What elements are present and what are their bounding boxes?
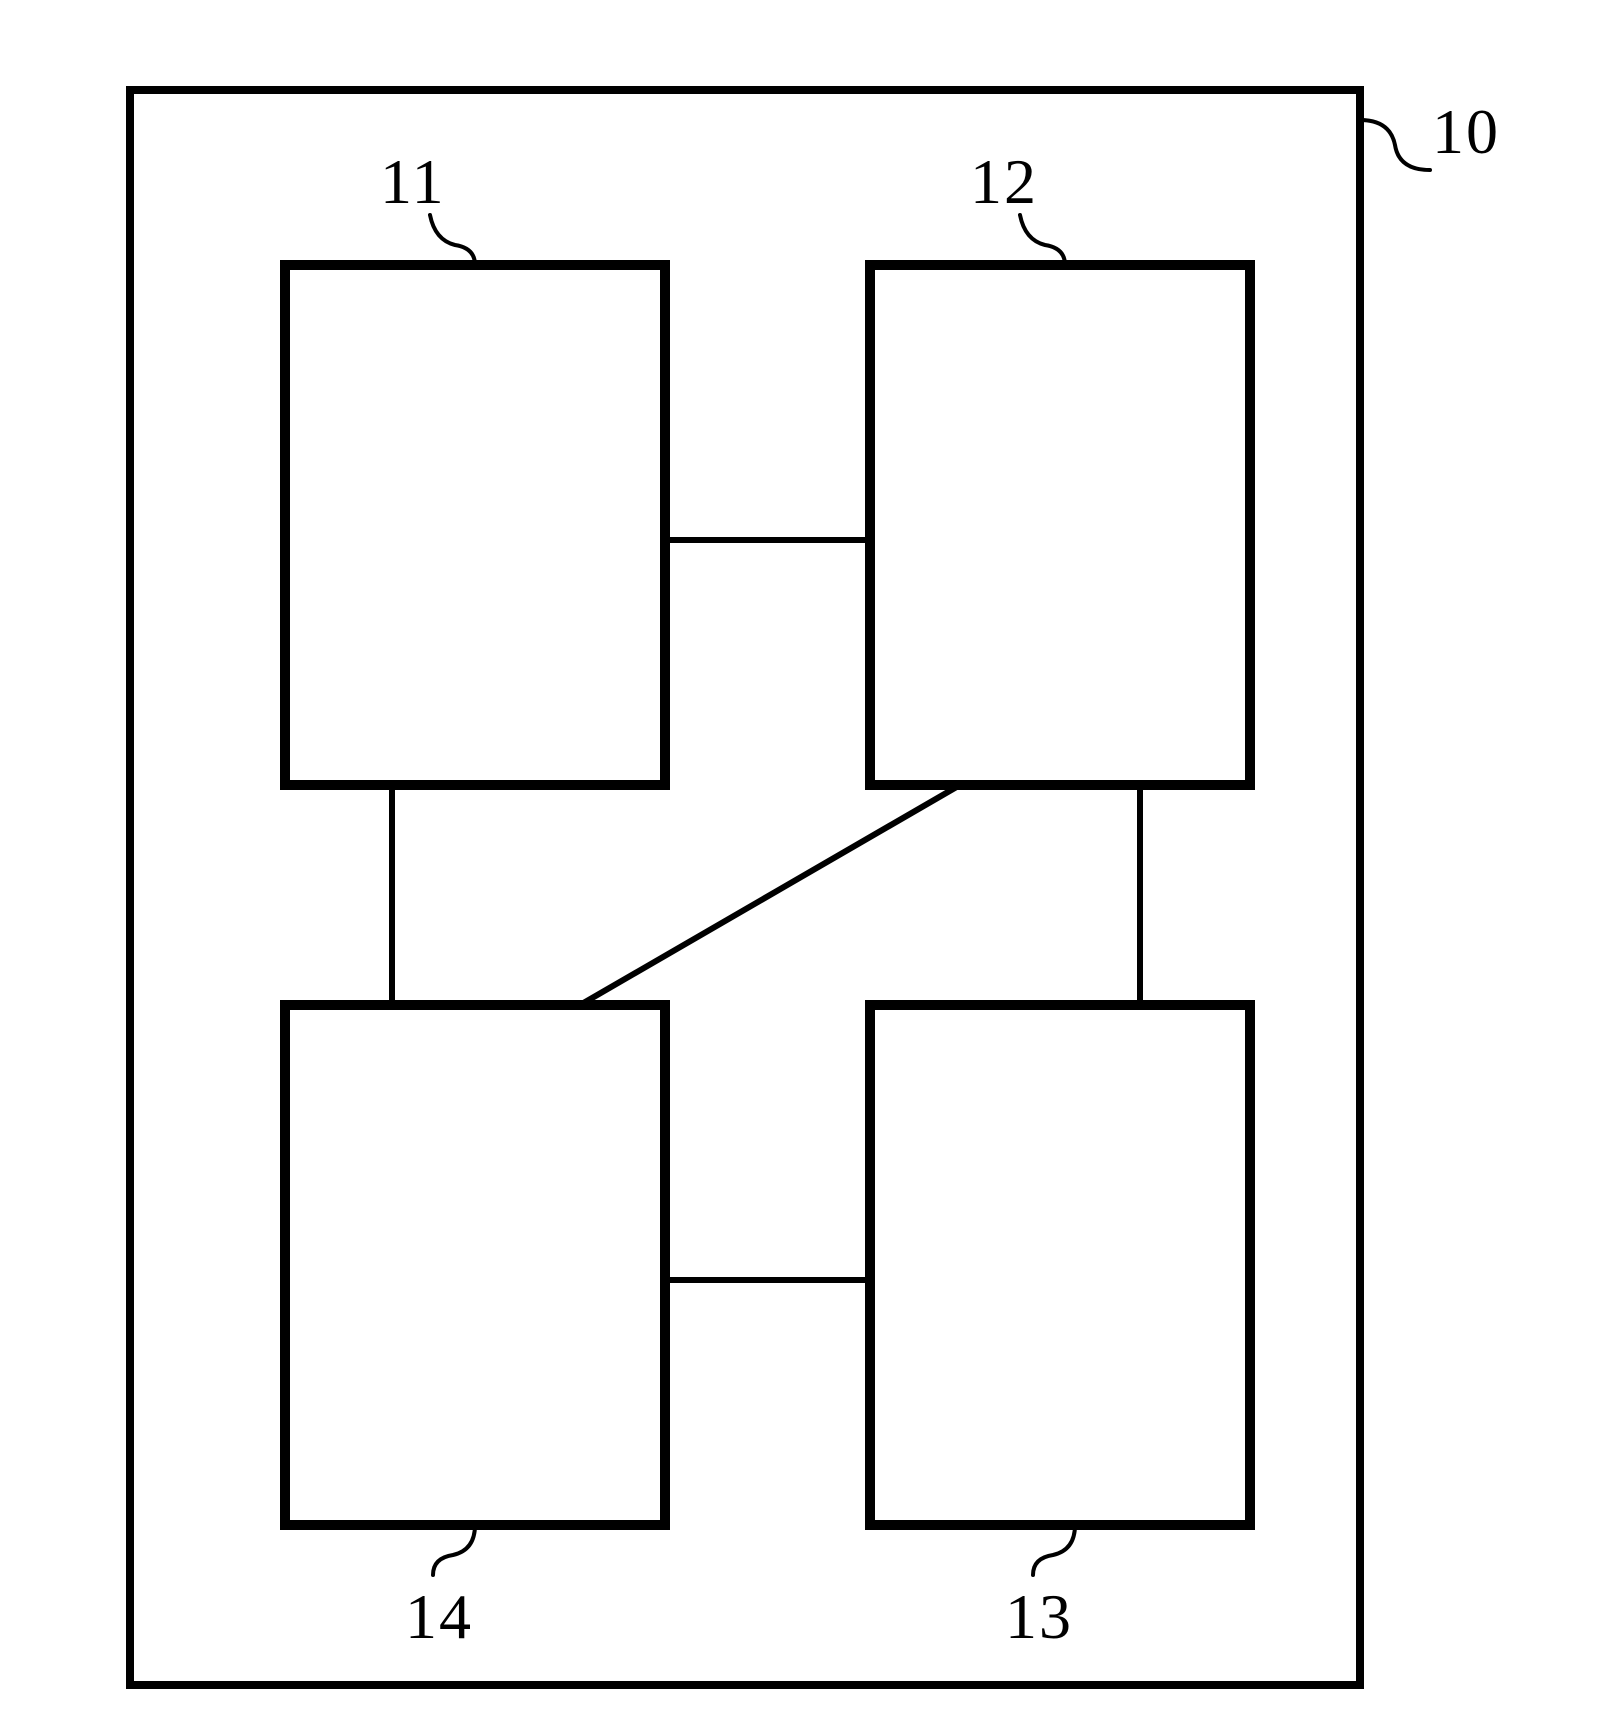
block-b13 [870,1005,1250,1525]
link-b12-b14 [580,785,960,1005]
leader-l14 [433,1525,475,1575]
leader-l12 [1020,215,1065,265]
label-11: 11 [380,145,446,219]
leader-l10 [1360,120,1430,170]
block-b11 [285,265,665,785]
block-b12 [870,265,1250,785]
label-12: 12 [970,145,1038,219]
diagram-stage: 10 11 12 14 13 [0,0,1624,1724]
label-10: 10 [1432,95,1500,169]
label-13: 13 [1005,1580,1073,1654]
leader-l11 [430,215,475,265]
label-14: 14 [405,1580,473,1654]
leader-l13 [1033,1525,1075,1575]
block-b14 [285,1005,665,1525]
diagram-svg [0,0,1624,1724]
